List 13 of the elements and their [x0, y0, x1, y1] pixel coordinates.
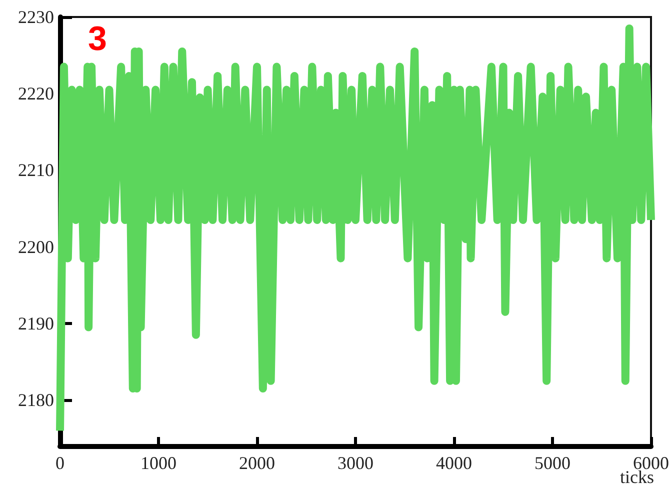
annotation: 3	[88, 20, 107, 58]
x-tick-label: 2000	[239, 453, 275, 473]
x-tick-label: 4000	[436, 453, 472, 473]
y-tick-label: 2230	[18, 7, 54, 27]
x-tick-label: 1000	[140, 453, 176, 473]
y-tick-label: 2200	[18, 236, 54, 257]
y-tick-label: 2220	[18, 84, 54, 104]
x-tick-label: 0	[56, 453, 64, 473]
y-tick-label: 2190	[18, 313, 54, 334]
y-tick-label: 2210	[18, 160, 54, 180]
x-tick-label: 5000	[534, 453, 570, 473]
y-tick-label: 2180	[18, 390, 54, 410]
x-tick-label: 3000	[338, 453, 374, 473]
